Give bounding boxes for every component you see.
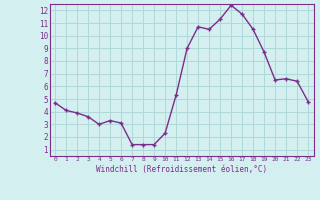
- X-axis label: Windchill (Refroidissement éolien,°C): Windchill (Refroidissement éolien,°C): [96, 165, 267, 174]
